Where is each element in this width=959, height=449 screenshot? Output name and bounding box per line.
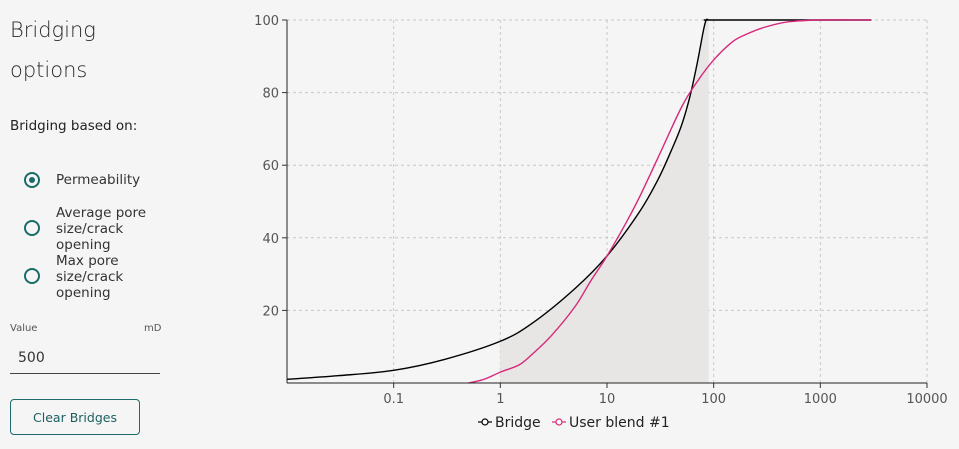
value-field-label: Value — [10, 323, 38, 334]
y-tick-label: 60 — [262, 159, 279, 174]
radio-average-pore-label: Average pore size/crack opening — [56, 205, 147, 253]
radio-unchecked-icon[interactable] — [24, 220, 40, 236]
radio-permeability-label: Permeability — [56, 172, 141, 188]
panel-title-line2: options — [10, 58, 88, 82]
radio-max-pore-size[interactable]: Max pore size/crack opening — [24, 253, 166, 301]
x-tick-label: 10 — [599, 392, 616, 407]
y-tick-label: 40 — [262, 232, 279, 247]
value-unit-label: mD — [144, 323, 162, 334]
chart-legend[interactable]: Bridge User blend #1 — [478, 415, 670, 431]
legend-marker-icon — [555, 418, 563, 426]
x-tick-label: 100 — [701, 392, 726, 407]
panel-title-line1: Bridging — [10, 18, 96, 42]
radio-permeability[interactable]: Permeability — [24, 172, 166, 188]
legend-label: Bridge — [495, 415, 541, 431]
x-tick-label: 10000 — [906, 392, 947, 407]
x-tick-label: 0.1 — [383, 392, 404, 407]
series-line-bridge — [286, 18, 872, 381]
radio-checked-icon[interactable] — [24, 172, 40, 188]
y-tick-label: 80 — [262, 87, 279, 102]
bridging-options-panel: Bridging options Bridging based on: Perm… — [0, 0, 180, 449]
y-tick-label: 100 — [254, 14, 279, 29]
legend-marker-icon — [481, 418, 489, 426]
bridging-shaded-area — [500, 20, 709, 383]
radio-unchecked-icon[interactable] — [24, 268, 40, 284]
x-tick-label: 1 — [496, 392, 504, 407]
tick-labels: 0.1 1 10 100 1000 10000 20 40 60 80 100 — [254, 14, 948, 407]
value-input[interactable] — [10, 342, 160, 374]
legend-label: User blend #1 — [569, 415, 670, 431]
x-tick-label: 1000 — [804, 392, 837, 407]
chart-axes — [282, 19, 928, 388]
radio-average-pore-size[interactable]: Average pore size/crack opening — [24, 205, 166, 253]
shaded-range — [500, 20, 709, 383]
series-line-user-blend — [468, 19, 872, 384]
series-layer — [286, 18, 872, 384]
radio-max-pore-label: Max pore size/crack opening — [56, 253, 124, 301]
clear-bridges-button[interactable]: Clear Bridges — [10, 399, 140, 435]
bridging-based-on-label: Bridging based on: — [10, 118, 138, 134]
y-tick-label: 20 — [262, 304, 279, 319]
